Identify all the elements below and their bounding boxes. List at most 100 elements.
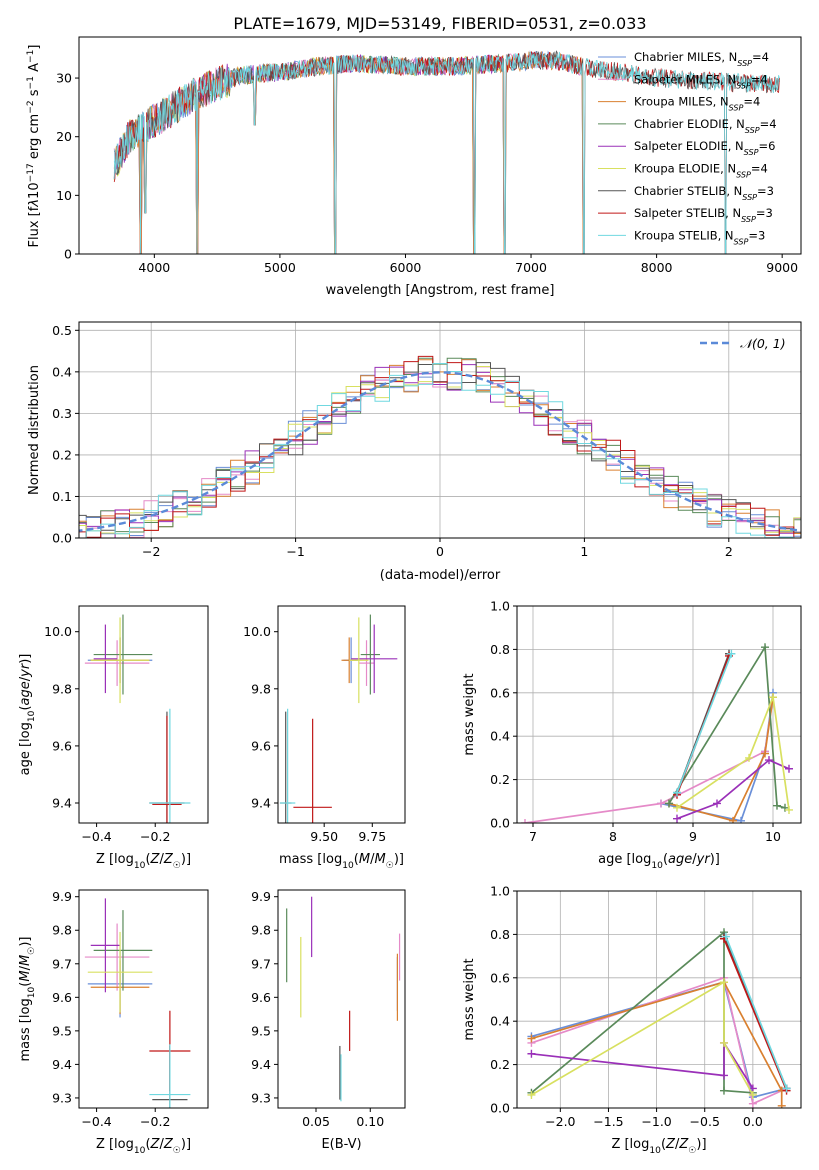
- x-tick-label: 8000: [641, 260, 673, 275]
- weight-marker: [773, 801, 781, 810]
- weight-marker: [777, 1101, 786, 1108]
- x-axis-label: Z [log10(Z/Z☉)]: [96, 852, 191, 871]
- x-tick-label: 9: [689, 829, 697, 844]
- weight-marker: [527, 1090, 536, 1099]
- y-tick-label: 9.7: [251, 956, 271, 971]
- y-tick-label: 0.3: [52, 406, 72, 421]
- y-tick-label: 0: [64, 247, 72, 262]
- y-tick-label: 9.9: [52, 889, 72, 904]
- x-tick-label: −0.2: [140, 1114, 170, 1129]
- x-tick-label: −2.0: [545, 1114, 575, 1129]
- x-axis-label: Z [log10(Z/Z☉)]: [96, 1137, 191, 1156]
- weight-marker: [748, 1090, 757, 1099]
- weight-marker: [745, 753, 753, 762]
- y-tick-label: 0.8: [490, 927, 510, 942]
- y-tick-label: 0.4: [490, 1014, 510, 1029]
- y-tick-label: 9.5: [251, 1023, 271, 1038]
- x-tick-label: 2: [725, 544, 733, 559]
- weight-marker: [727, 649, 736, 658]
- x-tick-label: −1.5: [593, 1114, 623, 1129]
- y-tick-label: 0.6: [490, 970, 510, 985]
- y-tick-label: 9.9: [251, 889, 271, 904]
- legend-label: Chabrier MILES, NSSP=4: [634, 50, 769, 68]
- weight-line-kroupa-stelib: [725, 936, 788, 1089]
- y-tick-label: 0.0: [490, 1101, 510, 1116]
- legend-label: Chabrier STELIB, NSSP=3: [634, 184, 774, 202]
- y-tick-label: 9.4: [251, 1057, 271, 1072]
- mass_vs_z-plot-area: [84, 898, 191, 1108]
- y-axis-label: Normed distribution: [27, 365, 42, 495]
- spectrum-panel: 4000 5000 6000 7000 8000 9000 0 10 20 30 Chabrier …: [26, 36, 802, 298]
- weight-marker: [719, 1071, 728, 1080]
- mass_vs_z-panel: −0.4 −0.2 9.3 9.4 9.5 9.6 9.7 9.8 9.9 Z [log10(Z/…: [18, 889, 209, 1156]
- legend-label: Kroupa ELODIE, NSSP=4: [634, 162, 768, 180]
- y-tick-label: 20: [56, 129, 72, 144]
- y-tick-label: 9.3: [251, 1090, 271, 1105]
- x-tick-label: −0.5: [690, 1114, 720, 1129]
- x-tick-label: −1.0: [641, 1114, 671, 1129]
- y-tick-label: 0.5: [52, 323, 72, 338]
- y-tick-label: 0.1: [52, 489, 72, 504]
- spectrum-line-kroupa-stelib: [113, 51, 780, 254]
- x-tick-label: −0.2: [140, 829, 170, 844]
- x-tick-label: 9000: [766, 260, 798, 275]
- y-tick-label: 10.0: [243, 624, 271, 639]
- axes-frame: [78, 36, 802, 255]
- y-tick-label: 0.0: [490, 816, 510, 831]
- weight-marker: [673, 803, 681, 812]
- legend-label: Kroupa STELIB, NSSP=3: [634, 228, 765, 246]
- age_vs_z-plot-area: [84, 614, 191, 823]
- weight-marker: [527, 1049, 536, 1058]
- y-tick-label: 0.2: [52, 447, 72, 462]
- y-tick-label: 9.6: [52, 738, 72, 753]
- y-tick-label: 9.6: [251, 990, 271, 1005]
- weight-line-kroupa-stelib: [676, 653, 733, 793]
- y-tick-label: 9.8: [251, 923, 271, 938]
- x-axis-label: E(B-V): [321, 1137, 361, 1152]
- x-tick-label: 10: [765, 829, 781, 844]
- axes-frame: [516, 605, 802, 824]
- x-tick-label: 0.05: [302, 1114, 330, 1129]
- x-axis-label: (data-model)/error: [380, 568, 501, 583]
- y-tick-label: 0.0: [52, 531, 72, 546]
- y-tick-label: 0.2: [490, 772, 510, 787]
- x-tick-label: 1: [580, 544, 588, 559]
- normal-curve: [79, 371, 801, 532]
- weight-line-salpeter-stelib: [723, 938, 788, 1091]
- x-tick-label: 6000: [390, 260, 422, 275]
- histogram-chabrier-elodie: [79, 357, 801, 538]
- axes-frame: [78, 889, 209, 1109]
- x-tick-label: −0.4: [81, 1114, 111, 1129]
- axes-frame: [277, 889, 406, 1109]
- x-tick-label: −2: [142, 544, 160, 559]
- weight-line-kroupa-miles: [531, 981, 783, 1106]
- y-axis-label: age [log10(age/yr)]: [18, 654, 37, 776]
- weight-marker: [737, 816, 745, 823]
- weight-marker: [719, 978, 728, 987]
- x-tick-label: 7000: [515, 260, 547, 275]
- weight_vs_z-plot-area: [527, 928, 791, 1108]
- y-tick-label: 10: [56, 188, 72, 203]
- legend-label: Salpeter ELODIE, NSSP=6: [634, 139, 775, 157]
- spectrum-plot-area: [113, 50, 780, 254]
- weight-marker: [673, 814, 681, 823]
- x-tick-label: 0.0: [743, 1114, 763, 1129]
- weight-marker: [657, 799, 665, 808]
- weight-marker: [729, 816, 737, 823]
- legend-label: Salpeter MILES, NSSP=4: [634, 72, 768, 90]
- weight-marker: [719, 1038, 728, 1047]
- x-tick-label: 4000: [138, 260, 170, 275]
- y-tick-label: 9.8: [251, 681, 271, 696]
- weight_vs_age-plot-area: [521, 643, 793, 823]
- y-tick-label: 9.8: [52, 681, 72, 696]
- y-tick-label: 9.4: [251, 796, 271, 811]
- residuals-plot-area: [79, 355, 801, 538]
- x-axis-label: age [log10(age/yr)]: [598, 852, 720, 871]
- weight-marker: [761, 749, 769, 758]
- age_vs_mass-panel: 9.50 9.75 9.4 9.6 9.8 10.0 mass [log10(M/M☉)]: [243, 605, 406, 871]
- y-tick-label: 0.6: [490, 685, 510, 700]
- x-tick-label: 8: [609, 829, 617, 844]
- axes-frame: [516, 890, 802, 1109]
- legend-label: Chabrier ELODIE, NSSP=4: [634, 117, 777, 134]
